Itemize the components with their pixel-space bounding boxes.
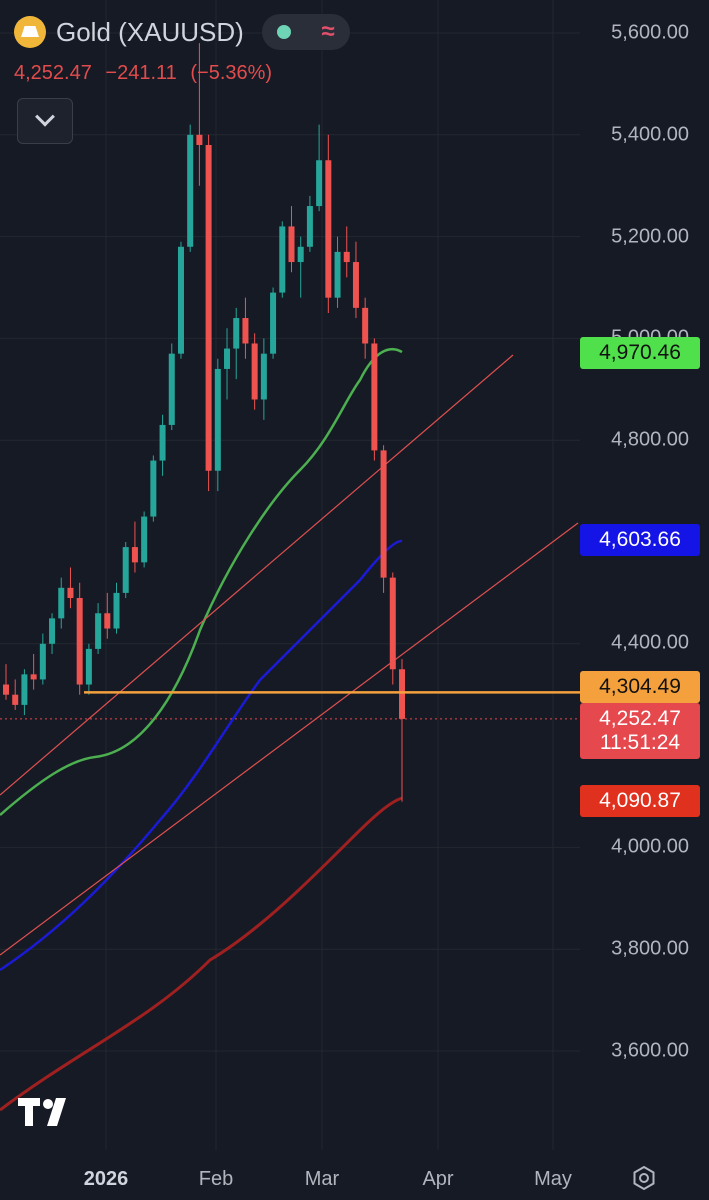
- price-tick: 5,200.00: [611, 225, 689, 248]
- candle-body: [177, 246, 184, 354]
- candle-body: [224, 348, 231, 369]
- candle-body: [371, 343, 378, 451]
- candle-body: [159, 424, 166, 461]
- candle-body: [76, 597, 83, 685]
- chart-grid: [0, 0, 580, 1150]
- candle-body: [12, 694, 19, 705]
- candle-body: [399, 669, 405, 719]
- ma-green-tag: 4,970.46: [580, 337, 700, 369]
- last-price-value: 4,252.47: [599, 707, 681, 730]
- trend-line-lower: [0, 522, 579, 956]
- collapse-chevron-down-icon[interactable]: [17, 98, 73, 144]
- candle-body: [168, 353, 175, 425]
- candle-body: [352, 262, 359, 308]
- candle-body: [325, 160, 332, 298]
- candles: [3, 43, 405, 802]
- price-change-pct: (−5.36%): [190, 62, 273, 84]
- candle-body: [389, 577, 396, 670]
- price-tick: 4,400.00: [611, 631, 689, 654]
- candle-body: [122, 547, 129, 593]
- ma-red-tag: 4,090.87: [580, 785, 700, 817]
- candle-body: [150, 460, 157, 517]
- candle-body: [3, 684, 9, 695]
- time-tick: Mar: [304, 1168, 340, 1190]
- hline-tag: 4,304.49: [580, 671, 700, 703]
- symbol-name[interactable]: Gold (XAUUSD): [56, 16, 244, 47]
- candle-body: [95, 613, 102, 649]
- price-levels: [0, 691, 580, 720]
- candle-body: [187, 134, 194, 247]
- last-price-tag: 4,252.47 11:51:24: [580, 703, 700, 759]
- trend-lines: [0, 354, 579, 956]
- candle-body: [67, 587, 74, 598]
- candle-body: [288, 226, 295, 263]
- candle-body: [297, 246, 304, 263]
- candle-body: [343, 251, 350, 263]
- price-tick: 5,600.00: [611, 21, 689, 44]
- price-tick: 4,000.00: [611, 835, 689, 858]
- quote-line: 4,252.47 −241.11 (−5.36%): [14, 62, 280, 85]
- bar-countdown: 11:51:24: [599, 731, 681, 754]
- candle-body: [39, 643, 46, 680]
- candle-body: [21, 674, 28, 705]
- candle-body: [205, 144, 212, 471]
- candle-body: [270, 292, 277, 354]
- price-tick: 4,800.00: [611, 428, 689, 451]
- settings-icon[interactable]: [632, 1166, 656, 1190]
- moving-averages: [0, 347, 403, 1112]
- tradingview-logo-icon[interactable]: [18, 1098, 76, 1126]
- time-tick: Apr: [422, 1168, 454, 1190]
- candle-body: [131, 547, 138, 563]
- candle-body: [251, 343, 258, 400]
- candle-body: [233, 318, 240, 349]
- candle-body: [104, 613, 111, 629]
- candle-body: [316, 160, 323, 207]
- price-tick: 3,800.00: [611, 937, 689, 960]
- price-tick: 3,600.00: [611, 1039, 689, 1062]
- status-pill[interactable]: ≈: [261, 14, 350, 50]
- candle-body: [380, 450, 387, 578]
- price-tick: 5,400.00: [611, 123, 689, 146]
- market-status-dot-icon: [277, 25, 292, 39]
- candle-body: [334, 251, 341, 298]
- candle-body: [85, 648, 92, 685]
- gold-bar-logo-icon: [14, 16, 46, 48]
- candle-body: [113, 592, 120, 629]
- time-tick: Feb: [198, 1168, 234, 1190]
- candle-body: [242, 318, 249, 344]
- price-change: −241.11: [105, 62, 177, 84]
- ma-green-line: [0, 347, 403, 816]
- candle-body: [30, 674, 37, 680]
- candle-body: [260, 353, 267, 400]
- symbol-header[interactable]: Gold (XAUUSD) ≈: [14, 14, 350, 50]
- candle-body: [214, 368, 221, 471]
- wave-icon: ≈: [321, 18, 335, 45]
- ma-red-line: [0, 796, 403, 1112]
- time-tick: May: [534, 1168, 572, 1190]
- candle-body: [362, 307, 369, 344]
- ma-blue-tag: 4,603.66: [580, 524, 700, 556]
- last-price: 4,252.47: [14, 62, 92, 84]
- candle-body: [141, 516, 148, 563]
- time-tick-year: 2026: [83, 1168, 129, 1190]
- candle-body: [196, 134, 203, 145]
- trend-line-upper: [0, 354, 514, 796]
- candle-body: [279, 226, 286, 293]
- candle-body: [49, 618, 56, 644]
- candle-body: [306, 206, 313, 247]
- candle-body: [58, 587, 65, 619]
- ma-blue-line: [0, 539, 403, 972]
